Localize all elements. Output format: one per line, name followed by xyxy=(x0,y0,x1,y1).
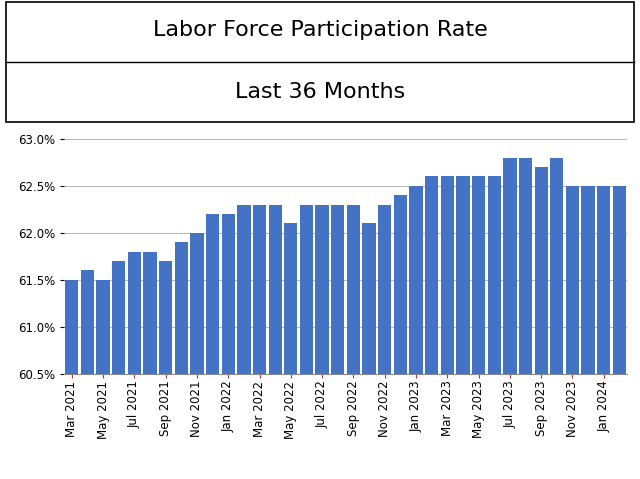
Bar xyxy=(159,261,172,374)
Bar xyxy=(81,270,94,374)
Bar xyxy=(362,223,376,374)
Bar xyxy=(331,205,344,374)
Bar xyxy=(190,233,204,374)
Bar xyxy=(440,176,454,374)
Bar xyxy=(488,176,501,374)
Bar xyxy=(347,205,360,374)
Bar xyxy=(97,280,110,374)
Bar xyxy=(503,158,516,374)
Bar xyxy=(253,205,266,374)
Bar xyxy=(472,176,485,374)
Bar xyxy=(597,186,611,374)
Bar xyxy=(284,223,298,374)
Bar xyxy=(316,205,329,374)
Bar xyxy=(300,205,313,374)
Text: Last 36 Months: Last 36 Months xyxy=(235,82,405,102)
Bar xyxy=(237,205,251,374)
Bar xyxy=(394,195,407,374)
Bar xyxy=(269,205,282,374)
Bar xyxy=(612,186,626,374)
Bar xyxy=(410,186,422,374)
Bar xyxy=(128,251,141,374)
Bar xyxy=(425,176,438,374)
Bar xyxy=(65,280,79,374)
Bar xyxy=(534,167,548,374)
Bar xyxy=(550,158,563,374)
Bar xyxy=(112,261,125,374)
Bar xyxy=(456,176,470,374)
Bar xyxy=(143,251,157,374)
Bar xyxy=(519,158,532,374)
Bar xyxy=(582,186,595,374)
Text: Labor Force Participation Rate: Labor Force Participation Rate xyxy=(152,20,488,40)
Bar xyxy=(566,186,579,374)
Bar xyxy=(206,214,220,374)
Bar xyxy=(221,214,235,374)
Bar xyxy=(175,242,188,374)
Bar xyxy=(378,205,392,374)
